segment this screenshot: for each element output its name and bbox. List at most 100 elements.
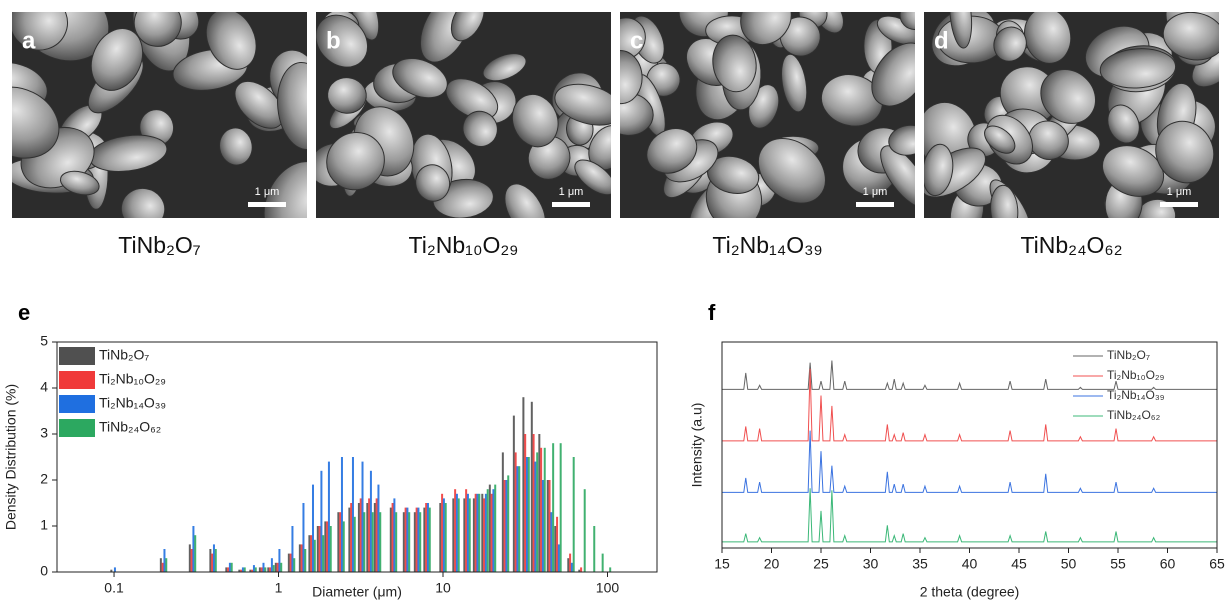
bar — [371, 512, 374, 572]
bar — [494, 484, 497, 572]
grain — [482, 53, 527, 82]
bar — [313, 539, 316, 572]
bar — [516, 466, 519, 572]
scale-bar — [1160, 202, 1198, 207]
bar — [269, 567, 272, 572]
scale-bar — [248, 202, 286, 207]
x-tick-label: 20 — [764, 556, 780, 572]
grain — [450, 12, 485, 42]
bar — [488, 484, 491, 572]
bar — [214, 549, 217, 572]
legend-label: TiNb₂O₇ — [1107, 348, 1150, 362]
bar — [512, 415, 515, 572]
y-axis-label: Density Distribution (%) — [3, 384, 19, 530]
grain — [326, 132, 385, 191]
bar — [230, 562, 233, 572]
grain — [1099, 48, 1177, 89]
grain — [899, 12, 915, 30]
grain — [12, 86, 60, 159]
panel-label: e — [18, 300, 30, 325]
bar — [264, 567, 267, 572]
bar — [484, 493, 487, 572]
bar — [408, 512, 411, 572]
bar — [423, 507, 426, 572]
legend-swatch — [59, 371, 95, 389]
bar — [287, 553, 290, 572]
grain — [205, 12, 257, 70]
bar — [593, 526, 596, 572]
bar — [556, 516, 559, 572]
bar — [536, 452, 539, 572]
bar — [457, 498, 460, 572]
bar — [478, 493, 481, 572]
grain — [1107, 104, 1140, 144]
bar — [276, 562, 279, 572]
bar — [291, 526, 294, 572]
bar — [238, 569, 241, 572]
grain — [1155, 120, 1215, 184]
bar — [270, 558, 273, 572]
y-tick-label: 5 — [40, 333, 48, 349]
bar — [252, 565, 255, 572]
x-tick-label: 45 — [1011, 556, 1027, 572]
panel-label: b — [326, 27, 341, 54]
bar — [249, 569, 252, 572]
bar — [361, 461, 364, 572]
bar — [580, 567, 583, 572]
legend-swatch — [59, 395, 95, 413]
sem-image — [620, 12, 915, 218]
bar — [353, 516, 356, 572]
x-tick-label: 0.1 — [104, 580, 124, 596]
grain — [1102, 145, 1165, 197]
panel-caption: TiNb₂O₇ — [118, 232, 201, 258]
grain — [993, 26, 1027, 62]
bar — [472, 498, 475, 572]
bar — [188, 544, 191, 572]
y-axis-label: Intensity (a.u) — [689, 403, 705, 488]
bar — [227, 567, 230, 572]
bar — [373, 503, 376, 572]
scale-bar-label: 1 μm — [863, 186, 888, 198]
bar — [413, 512, 416, 572]
legend-label: TiNb₂₄O₆₂ — [1107, 408, 1161, 422]
bar — [113, 567, 116, 572]
bar — [163, 549, 166, 572]
legend-label: TiNb₂₄O₆₂ — [99, 419, 161, 435]
sem-image — [12, 12, 307, 218]
grain — [327, 77, 367, 114]
grain — [781, 53, 808, 113]
grain — [740, 12, 792, 46]
grain — [133, 12, 182, 47]
grain — [620, 49, 643, 105]
bar — [320, 470, 323, 572]
grain — [277, 61, 307, 151]
x-tick-label: 60 — [1160, 556, 1176, 572]
bar — [377, 484, 380, 572]
legend-swatch — [59, 419, 95, 437]
legend-label: Ti₂Nb₁₄O₃₉ — [99, 395, 166, 411]
bar — [351, 457, 354, 572]
y-tick-label: 2 — [40, 471, 48, 487]
bar — [476, 493, 479, 572]
bar — [278, 549, 281, 572]
bar — [300, 544, 303, 572]
bar — [293, 558, 296, 572]
x-tick-label: 1 — [275, 580, 283, 596]
bar — [350, 503, 353, 572]
scale-bar-label: 1 μm — [255, 186, 280, 198]
grain — [120, 187, 166, 218]
xrd-line — [722, 488, 1217, 543]
bar — [165, 558, 168, 572]
bar — [425, 503, 428, 572]
bar — [538, 434, 541, 572]
bar — [474, 493, 477, 572]
bar — [572, 457, 575, 572]
bar — [428, 507, 431, 572]
bar — [442, 498, 445, 572]
grain — [511, 93, 559, 148]
bar — [492, 489, 495, 572]
bar — [419, 512, 422, 572]
bar — [503, 480, 506, 572]
bar — [567, 558, 570, 572]
bar — [391, 503, 394, 572]
